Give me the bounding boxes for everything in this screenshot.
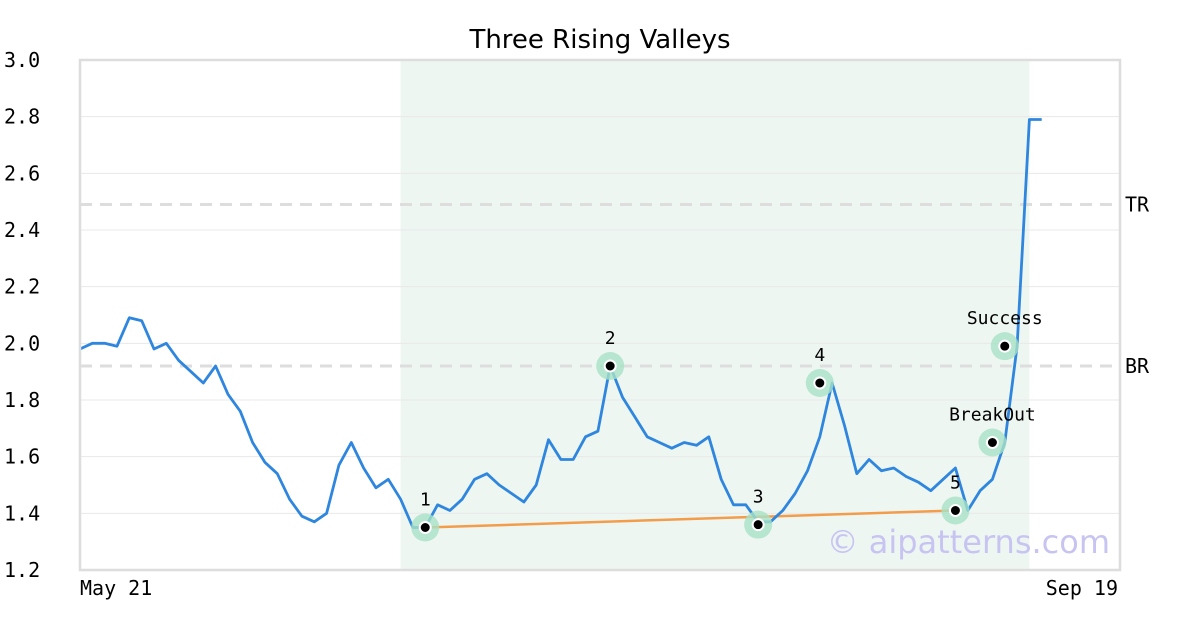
- y-axis-ticks: 1.2 1.4 1.6 1.8 2.0 2.2 2.4 2.6 2.8 3.0: [4, 48, 40, 582]
- y-tick-label: 1.4: [4, 501, 40, 525]
- price-line: [79, 118, 1042, 529]
- y-tick-label: 2.2: [4, 275, 40, 299]
- point-marker-1: [418, 521, 432, 534]
- point-label-3: 3: [753, 487, 764, 508]
- y-tick-label: 2.0: [4, 331, 40, 355]
- y-tick-label: 2.4: [4, 218, 40, 242]
- point-label-4: 4: [814, 345, 825, 366]
- level-label-tr: TR: [1125, 193, 1150, 217]
- point-marker-success: [998, 339, 1012, 353]
- pattern-points: 1 2 3 4 5 BreakOut Success: [411, 308, 1043, 542]
- point-label-success: Success: [967, 308, 1043, 329]
- watermark: © aipatterns.com: [827, 523, 1110, 561]
- x-tick-end: Sep 19: [1046, 576, 1118, 600]
- trendline: [425, 509, 956, 529]
- point-label-2: 2: [605, 328, 616, 349]
- y-tick-label: 1.6: [4, 445, 40, 469]
- point-marker-2: [603, 359, 617, 373]
- point-marker-3: [751, 518, 765, 532]
- level-label-br: BR: [1125, 354, 1150, 378]
- chart-title: Three Rising Valleys: [468, 25, 730, 55]
- y-tick-label: 2.6: [4, 161, 40, 185]
- pattern-region: [400, 60, 1030, 570]
- y-tick-label: 1.2: [4, 558, 40, 582]
- point-label-1: 1: [420, 490, 431, 511]
- y-tick-label: 2.8: [4, 105, 40, 129]
- plot-frame: [78, 58, 1122, 572]
- y-tick-label: 3.0: [4, 48, 40, 72]
- point-marker-4: [813, 376, 827, 390]
- x-tick-start: May 21: [80, 576, 152, 600]
- point-label-5: 5: [950, 473, 961, 494]
- point-label-breakout: BreakOut: [949, 405, 1036, 426]
- y-tick-label: 1.8: [4, 388, 40, 412]
- point-marker-breakout: [985, 436, 999, 449]
- point-marker-5: [948, 504, 962, 517]
